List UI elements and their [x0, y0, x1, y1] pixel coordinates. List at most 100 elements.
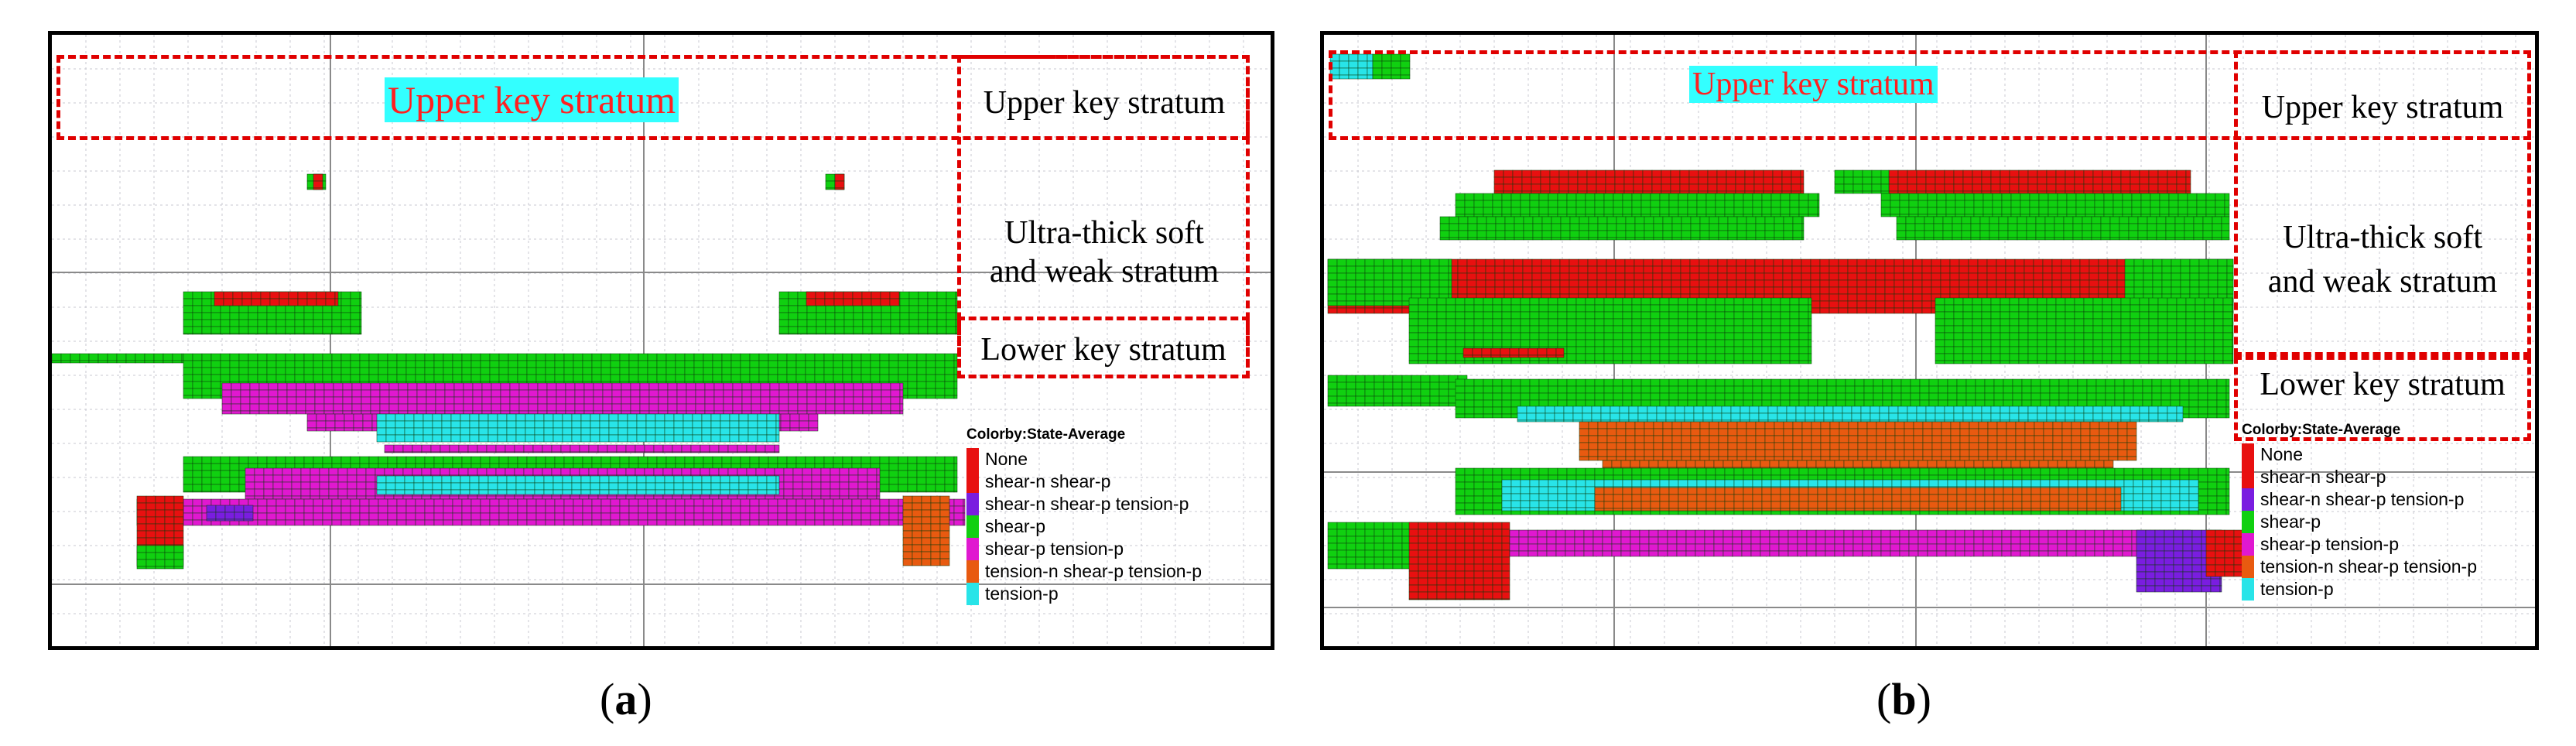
- mesh-zone: [1838, 272, 1849, 281]
- mesh-zone: [350, 319, 361, 327]
- mesh-zone: [286, 382, 297, 391]
- mesh-zone: [430, 467, 441, 476]
- mesh-zone: [608, 420, 619, 429]
- mesh-zone: [1679, 176, 1690, 185]
- mesh-zone: [288, 298, 299, 306]
- mesh-zone: [902, 502, 913, 511]
- mesh-zone: [1726, 286, 1737, 295]
- mesh-zone: [385, 427, 396, 436]
- mesh-zone: [583, 410, 594, 415]
- mesh-zone: [323, 396, 334, 405]
- mesh-zone: [370, 389, 381, 398]
- mesh-zone: [684, 367, 695, 375]
- mesh-zone: [2001, 207, 2012, 215]
- mesh-zone: [1698, 169, 1709, 178]
- mesh-zone: [342, 403, 353, 412]
- mesh-zone: [221, 389, 232, 398]
- mesh-zone: [729, 427, 740, 436]
- mesh-zone: [902, 516, 913, 525]
- mesh-zone: [684, 353, 695, 361]
- mesh-zone: [254, 481, 265, 490]
- mesh-zone: [1718, 237, 1729, 241]
- mesh-zone: [1662, 216, 1673, 224]
- mesh-zone: [2185, 183, 2191, 192]
- mesh-zone: [684, 498, 695, 507]
- mesh-zone: [1931, 272, 1941, 281]
- mesh-zone: [1908, 193, 1919, 201]
- mesh-zone: [173, 509, 184, 518]
- mesh-zone: [834, 305, 845, 313]
- mesh-zone: [645, 413, 656, 422]
- mesh-zone: [788, 291, 799, 299]
- mesh-zone: [1791, 176, 1801, 185]
- mesh-zone: [1531, 190, 1541, 194]
- mesh-zone: [322, 360, 333, 368]
- mesh-zone: [328, 467, 339, 476]
- mesh-zone: [665, 512, 676, 521]
- mesh-zone: [1614, 190, 1625, 194]
- mesh-zone: [574, 382, 585, 391]
- mesh-zone: [421, 467, 432, 476]
- mesh-zone: [1903, 272, 1914, 281]
- mesh-zone: [1522, 286, 1533, 295]
- mesh-zone: [2215, 193, 2225, 201]
- mesh-zone: [546, 382, 557, 391]
- mesh-zone: [1603, 193, 1614, 201]
- mesh-zone: [713, 410, 724, 415]
- mesh-zone: [1560, 223, 1571, 231]
- zone-block-shear_p: [1439, 216, 1805, 241]
- zone-block-none: [1493, 169, 1805, 194]
- mesh-zone: [378, 519, 388, 526]
- mesh-zone: [340, 374, 351, 382]
- mesh-zone: [1989, 230, 2000, 238]
- mesh-zone: [921, 551, 932, 560]
- mesh-zone: [183, 484, 193, 492]
- mesh-zone: [600, 456, 611, 464]
- mesh-zone: [930, 509, 941, 518]
- mesh-zone: [2159, 207, 2170, 215]
- mesh-zone: [407, 389, 418, 398]
- mesh-zone: [1746, 230, 1757, 238]
- mesh-zone: [2044, 223, 2055, 231]
- mesh-zone: [628, 505, 639, 514]
- mesh-zone: [1880, 193, 1891, 201]
- mesh-zone: [1709, 216, 1719, 224]
- mesh-zone: [412, 451, 422, 453]
- mesh-zone: [1829, 293, 1839, 302]
- mesh-zone: [210, 353, 221, 361]
- mesh-zone: [232, 298, 243, 306]
- mesh-zone: [508, 353, 518, 361]
- mesh-zone: [808, 413, 819, 422]
- mesh-zone: [313, 512, 323, 521]
- mesh-zone: [145, 509, 156, 518]
- mesh-zone: [2007, 237, 2018, 241]
- mesh-zone: [556, 410, 566, 415]
- mesh-zone: [778, 312, 789, 320]
- mesh-zone: [450, 420, 461, 429]
- mesh-zone: [1871, 190, 1882, 194]
- mesh-zone: [551, 451, 562, 453]
- mesh-zone: [647, 512, 658, 521]
- mesh-zone: [628, 519, 639, 526]
- mesh-zone: [1560, 237, 1571, 241]
- mesh-zone: [1634, 279, 1644, 288]
- mesh-zone: [407, 396, 418, 405]
- mesh-zone: [537, 410, 548, 415]
- mesh-zone: [517, 498, 528, 507]
- mesh-zone: [1800, 169, 1805, 178]
- mesh-zone: [610, 456, 621, 464]
- mesh-zone: [1817, 207, 1820, 215]
- mesh-zone: [2128, 237, 2139, 241]
- mesh-zone: [1569, 279, 1579, 288]
- mesh-zone: [1944, 176, 1955, 185]
- mesh-zone: [2107, 279, 2118, 288]
- mesh-zone: [723, 389, 734, 398]
- mesh-zone: [842, 505, 853, 514]
- legend-swatch: [966, 471, 979, 493]
- mesh-zone: [498, 505, 509, 514]
- mesh-zone: [342, 410, 353, 415]
- mesh-zone: [249, 403, 260, 412]
- mesh-zone: [238, 312, 249, 320]
- mesh-zone: [248, 367, 258, 375]
- mesh-zone: [2035, 230, 2046, 238]
